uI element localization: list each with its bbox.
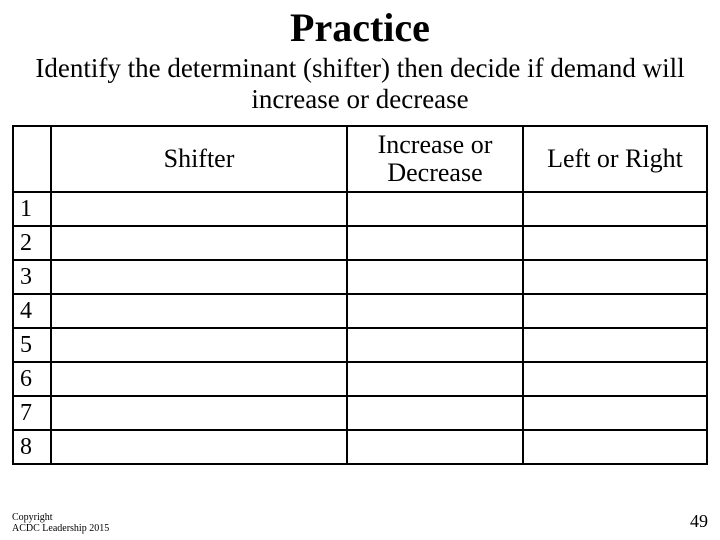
cell-inc-dec [347, 226, 523, 260]
row-number: 5 [13, 328, 51, 362]
cell-inc-dec [347, 260, 523, 294]
cell-shifter [51, 362, 347, 396]
table-row: 5 [13, 328, 707, 362]
header-inc-dec: Increase or Decrease [347, 126, 523, 192]
header-shifter: Shifter [51, 126, 347, 192]
cell-shifter [51, 226, 347, 260]
table-row: 1 [13, 192, 707, 226]
cell-inc-dec [347, 294, 523, 328]
row-number: 4 [13, 294, 51, 328]
cell-left-right [523, 294, 707, 328]
cell-shifter [51, 328, 347, 362]
table-row: 8 [13, 430, 707, 464]
row-number: 3 [13, 260, 51, 294]
row-number: 7 [13, 396, 51, 430]
cell-inc-dec [347, 328, 523, 362]
header-left-right: Left or Right [523, 126, 707, 192]
table-container: Shifter Increase or Decrease Left or Rig… [0, 125, 720, 465]
copyright-line2: ACDC Leadership 2015 [12, 523, 109, 534]
copyright-line1: Copyright [12, 512, 109, 523]
header-blank [13, 126, 51, 192]
row-number: 2 [13, 226, 51, 260]
table-row: 4 [13, 294, 707, 328]
cell-left-right [523, 260, 707, 294]
row-number: 1 [13, 192, 51, 226]
table-header-row: Shifter Increase or Decrease Left or Rig… [13, 126, 707, 192]
cell-left-right [523, 192, 707, 226]
row-number: 6 [13, 362, 51, 396]
cell-inc-dec [347, 192, 523, 226]
page-subtitle: Identify the determinant (shifter) then … [0, 51, 720, 125]
cell-shifter [51, 192, 347, 226]
cell-shifter [51, 294, 347, 328]
cell-left-right [523, 362, 707, 396]
row-number: 8 [13, 430, 51, 464]
table-row: 3 [13, 260, 707, 294]
cell-left-right [523, 226, 707, 260]
cell-inc-dec [347, 430, 523, 464]
cell-inc-dec [347, 396, 523, 430]
table-row: 7 [13, 396, 707, 430]
cell-shifter [51, 396, 347, 430]
practice-table: Shifter Increase or Decrease Left or Rig… [12, 125, 708, 465]
page-number: 49 [690, 511, 708, 532]
cell-left-right [523, 430, 707, 464]
cell-left-right [523, 328, 707, 362]
cell-inc-dec [347, 362, 523, 396]
cell-left-right [523, 396, 707, 430]
page-title: Practice [0, 0, 720, 51]
table-row: 6 [13, 362, 707, 396]
cell-shifter [51, 430, 347, 464]
copyright-footer: Copyright ACDC Leadership 2015 [12, 512, 109, 534]
table-row: 2 [13, 226, 707, 260]
cell-shifter [51, 260, 347, 294]
